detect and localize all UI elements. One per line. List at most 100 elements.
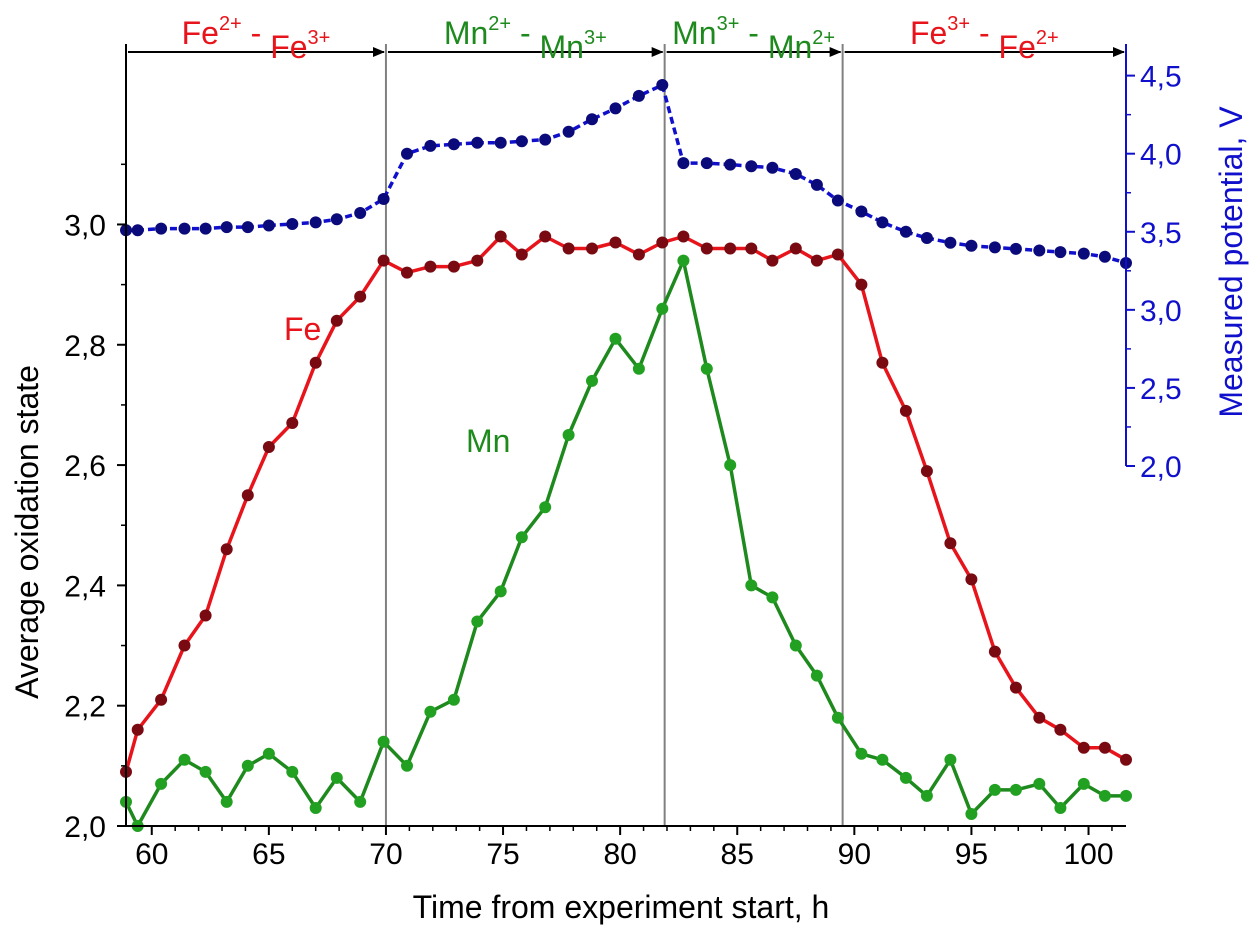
- potential-point-32: [810, 178, 823, 191]
- right-y-axis-ticks: 2,0 2,5 3,0 3,5 4,0 4,5: [1126, 61, 1182, 484]
- mn-point-30: [766, 591, 779, 604]
- potential-point-24: [632, 89, 645, 102]
- mn-point-20: [539, 501, 552, 514]
- x-tick-label-7: 90: [838, 838, 871, 871]
- mn-point-32: [810, 669, 823, 682]
- potential-point-29: [745, 160, 758, 173]
- potential-point-15: [424, 139, 437, 152]
- left-y-tick-label-5: 2,8: [64, 330, 106, 363]
- x-axis-title: Time from experiment start, h: [413, 889, 830, 925]
- mn-point-3: [155, 777, 168, 790]
- fe-point-22: [586, 242, 598, 255]
- fe-point-45: [1098, 741, 1111, 754]
- phase-dividers: [384, 44, 844, 826]
- phase-label-4-charge-1: 3+: [947, 13, 970, 35]
- fe-point-9: [286, 417, 299, 429]
- fe-point-46: [1120, 753, 1132, 766]
- mn-point-11: [330, 771, 343, 784]
- mn-point-18: [494, 585, 507, 598]
- potential-point-2: [131, 224, 144, 237]
- mn-point-46: [1120, 789, 1132, 802]
- potential-point-21: [562, 125, 575, 138]
- mn-point-15: [424, 705, 437, 718]
- potential-point-13: [377, 193, 390, 205]
- mn-point-34: [855, 747, 868, 760]
- fe-series-label: Fe: [284, 311, 321, 347]
- fe-point-6: [220, 543, 233, 556]
- axes: [125, 44, 1127, 827]
- fe-point-31: [789, 242, 802, 255]
- phase-label-2-charge-1: 2+: [488, 13, 511, 35]
- potential-point-20: [539, 133, 552, 146]
- phase-label-2: Mn2+ - Mn3+: [444, 13, 607, 65]
- potential-point-28: [724, 158, 737, 171]
- mn-point-12: [354, 795, 367, 808]
- phase-label-4-ion-2: Fe: [999, 29, 1036, 65]
- mn-series-line: [124, 258, 1126, 828]
- right-y-tick-label-3: 3,0: [1140, 295, 1182, 328]
- right-y-tick-label-6: 4,5: [1140, 61, 1182, 94]
- left-y-tick-label-4: 2,6: [64, 450, 106, 483]
- potential-point-14: [401, 147, 413, 160]
- mn-point-10: [309, 802, 322, 814]
- fe-point-24: [632, 248, 645, 261]
- fe-point-29: [745, 242, 758, 255]
- potential-point-18: [494, 136, 507, 149]
- fe-point-11: [330, 314, 343, 327]
- mn-point-39: [965, 808, 978, 820]
- potential-point-31: [789, 168, 802, 180]
- mn-point-14: [401, 759, 413, 772]
- mn-point-29: [745, 579, 758, 592]
- fe-point-38: [944, 537, 957, 550]
- phase-label-4-separator: -: [970, 15, 998, 51]
- potential-point-22: [586, 113, 598, 126]
- fe-point-39: [965, 573, 978, 586]
- phase-label-1-charge-1: 2+: [219, 13, 242, 35]
- fe-point-32: [810, 254, 823, 267]
- mn-point-45: [1098, 789, 1111, 802]
- mn-point-37: [920, 789, 933, 802]
- mn-point-13: [377, 735, 390, 748]
- fe-point-44: [1077, 741, 1090, 754]
- potential-series: [120, 79, 1132, 269]
- x-tick-label-2: 65: [252, 838, 285, 871]
- phase-label-3: Mn3+ - Mn2+: [672, 13, 835, 65]
- fe-point-30: [766, 254, 779, 267]
- potential-point-8: [262, 219, 275, 232]
- fe-point-16: [447, 260, 460, 273]
- fe-point-20: [539, 230, 552, 243]
- potential-point-27: [700, 157, 713, 170]
- fe-point-21: [562, 242, 575, 255]
- mn-series-label: Mn: [466, 423, 510, 459]
- potential-point-43: [1054, 246, 1067, 259]
- potential-point-11: [330, 213, 343, 226]
- series-layer: [120, 79, 1132, 832]
- left-y-tick-label-6: 3,0: [64, 209, 106, 242]
- mn-point-43: [1054, 802, 1067, 814]
- x-tick-label-3: 70: [369, 838, 402, 871]
- phase-label-1-separator: -: [242, 15, 270, 51]
- left-y-tick-label-2: 2,2: [64, 691, 106, 724]
- fe-series: [120, 230, 1132, 778]
- left-y-axis-ticks: 2,0 2,2 2,4 2,6 2,8 3,0: [64, 163, 126, 844]
- x-tick-label-5: 80: [603, 838, 636, 871]
- fe-point-42: [1033, 711, 1046, 724]
- right-y-tick-label-4: 3,5: [1140, 217, 1182, 250]
- phase-label-4: Fe3+ - Fe2+: [910, 13, 1059, 65]
- mn-point-26: [677, 254, 690, 267]
- potential-point-44: [1077, 247, 1090, 260]
- mn-point-22: [586, 374, 598, 387]
- phase-label-1: Fe2+ - Fe3+: [182, 13, 331, 65]
- mn-point-35: [876, 753, 889, 766]
- potential-point-19: [515, 135, 528, 148]
- mn-point-28: [724, 459, 737, 472]
- fe-point-2: [131, 723, 144, 736]
- mn-point-24: [632, 362, 645, 375]
- fe-point-7: [241, 489, 254, 502]
- fe-point-34: [855, 278, 868, 291]
- potential-point-10: [309, 216, 322, 229]
- right-y-tick-label-5: 4,0: [1140, 139, 1182, 172]
- left-y-tick-label-3: 2,4: [64, 570, 106, 603]
- mn-point-5: [199, 765, 212, 778]
- fe-series-line: [124, 234, 1127, 773]
